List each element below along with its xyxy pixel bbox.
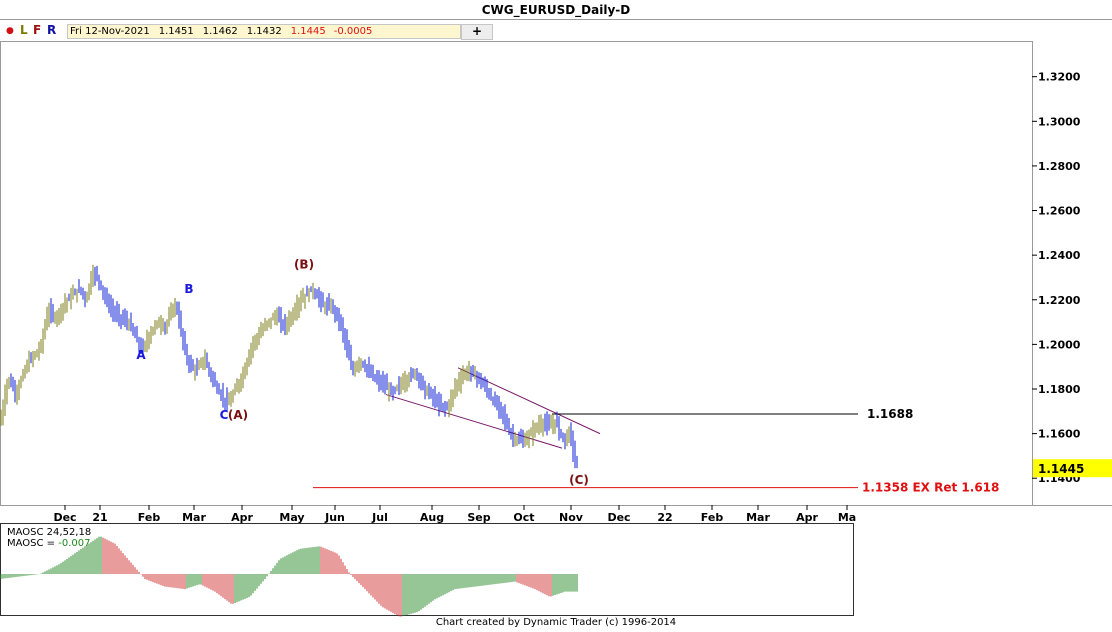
wave-label: C [220, 408, 229, 422]
price-tick-label: 1.2400 [1038, 249, 1081, 262]
quote-low: 1.1432 [246, 26, 282, 37]
time-tick-label: May [279, 511, 304, 524]
time-tick-label: Apr [231, 511, 253, 524]
title-bar: CWG_EURUSD_Daily-D [0, 0, 1112, 20]
time-tick-label: 21 [92, 511, 107, 524]
chart-title: CWG_EURUSD_Daily-D [481, 3, 631, 17]
oscillator-value-label: MAOSC = -0.007 [7, 538, 90, 549]
time-tick-label: Sep [467, 511, 490, 524]
quote-readout: Fri 12-Nov-2021 1.1451 1.1462 1.1432 1.1445-… [67, 24, 461, 39]
wave-label: (A) [228, 408, 248, 422]
price-tick-label: 1.3000 [1038, 115, 1081, 128]
quote-high: 1.1462 [202, 26, 238, 37]
time-tick-label: Feb [701, 511, 724, 524]
add-chart-button[interactable]: + [461, 24, 493, 40]
quote-open: 1.1451 [158, 26, 194, 37]
channel-lower-line [385, 394, 563, 449]
price-levels: 1.1688 1.1358 EX Ret 1.618 [313, 407, 999, 495]
wave-label: A [136, 348, 146, 362]
price-tick-label: 1.3200 [1038, 71, 1081, 84]
last-price-tag-bg [1033, 459, 1112, 478]
footer-credit: Chart created by Dynamic Trader (c) 1996… [435, 617, 677, 628]
price-tick-label: 1.2200 [1038, 294, 1081, 307]
wave-label: B [184, 282, 193, 296]
ohlc-bars [0, 264, 578, 469]
time-tick-label: Jun [324, 511, 345, 524]
price-tick-label: 1.1800 [1038, 383, 1081, 396]
level-label-1358: 1.1358 EX Ret 1.618 [862, 481, 999, 495]
time-tick-label: Mar [746, 511, 770, 524]
oscillator-name: MAOSC 24,52,18 [7, 527, 91, 538]
time-tick-label: 22 [657, 511, 672, 524]
time-tick-label: Ma [838, 511, 856, 524]
quote-change: -0.0005 [333, 26, 373, 37]
oscillator-panel-frame [0, 523, 854, 616]
price-tick-label: 1.2800 [1038, 160, 1081, 173]
quote-close: 1.1445 [290, 26, 326, 37]
time-tick-label: Oct [513, 511, 534, 524]
time-tick-label: Dec [607, 511, 630, 524]
record-dot-button[interactable]: ● [6, 26, 14, 36]
price-tick-label: 1.1600 [1038, 428, 1081, 441]
oscillator-value-number: -0.007 [55, 538, 90, 549]
toolbar-f-button[interactable]: F [33, 23, 42, 37]
toolbar: ● L F R [0, 20, 1112, 42]
trend-channel [385, 367, 601, 449]
wave-label: (C) [569, 473, 589, 487]
time-tick-label: Feb [138, 511, 161, 524]
maosc-histogram [0, 536, 578, 617]
level-label-1688: 1.1688 [867, 407, 913, 421]
time-tick-label: Nov [559, 511, 584, 524]
oscillator-value-prefix: MAOSC = [7, 538, 55, 549]
time-tick-label: Aug [420, 511, 444, 524]
quote-date: Fri 12-Nov-2021 [70, 26, 150, 37]
last-price-tag: 1.1445 [1033, 459, 1112, 478]
channel-upper-line [457, 367, 601, 435]
last-price-tag-label: 1.1445 [1038, 462, 1084, 476]
time-tick-label: Mar [182, 511, 206, 524]
time-tick-label: Jul [371, 511, 388, 524]
price-axis: 1.3200 1.3000 1.2800 1.2600 1.2400 1.2200 1.20… [1032, 71, 1081, 485]
time-axis: Dec 21 Feb Mar Apr May Jun Jul Aug Sep Oct Nov Dec 22… [53, 505, 856, 524]
toolbar-l-button[interactable]: L [20, 23, 28, 37]
wave-labels: A B C (A) (B) (C) [136, 258, 589, 487]
time-tick-label: Dec [53, 511, 76, 524]
wave-label: (B) [294, 258, 314, 272]
toolbar-r-button[interactable]: R [47, 23, 57, 37]
price-tick-label: 1.2600 [1038, 205, 1081, 218]
price-panel-frame [0, 41, 1033, 506]
price-tick-label: 1.2000 [1038, 338, 1081, 351]
time-tick-label: Apr [796, 511, 818, 524]
